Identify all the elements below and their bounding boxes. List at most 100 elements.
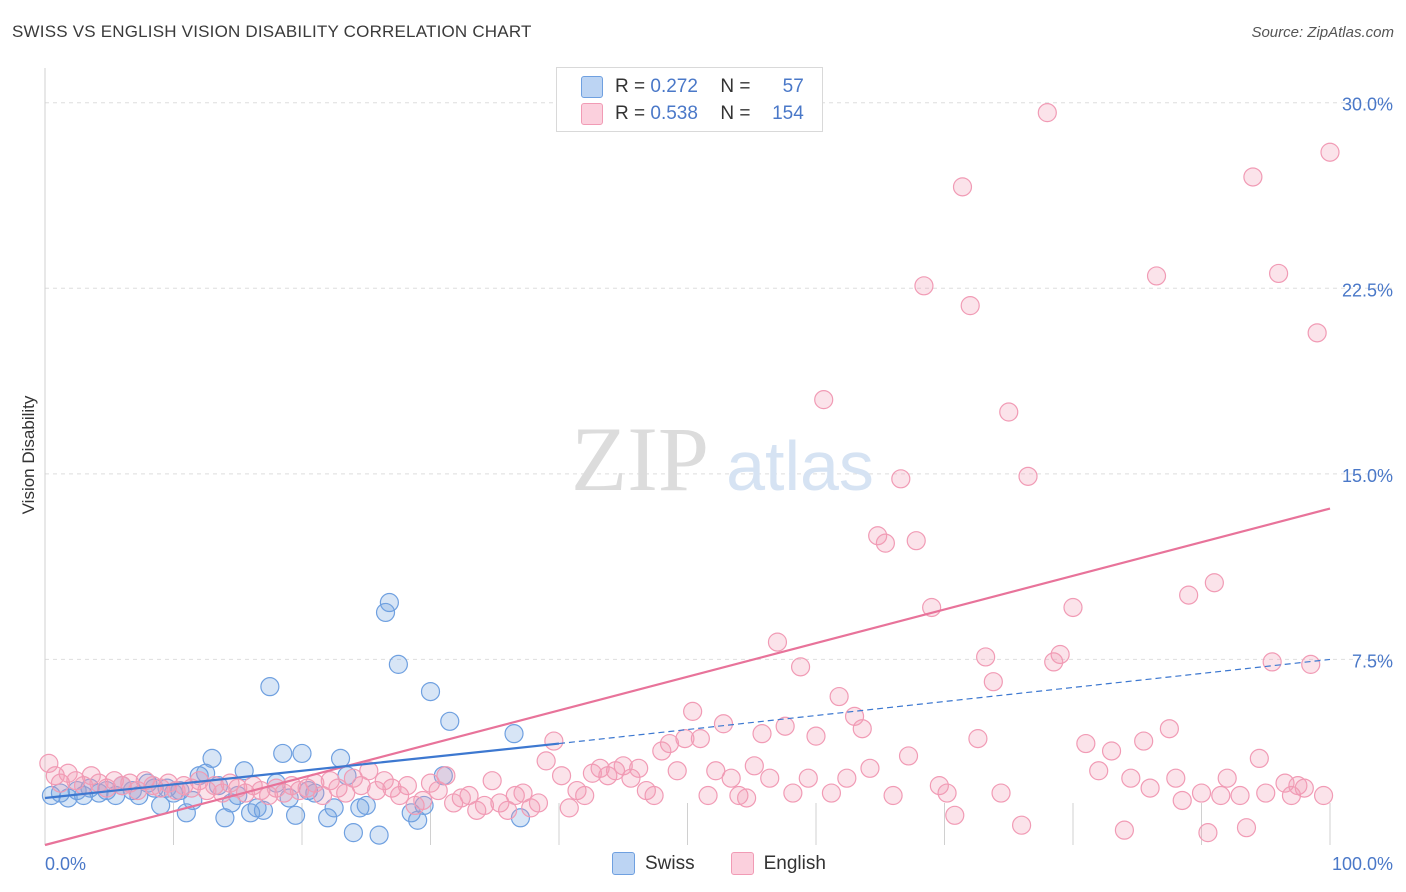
english-point (775, 716, 795, 736)
legend-row-english: R = 0.538 N = 154 (581, 101, 804, 127)
english-point (575, 785, 595, 806)
english-point (127, 780, 148, 801)
english-point (1191, 783, 1212, 803)
english-point (436, 766, 456, 786)
english-point (366, 780, 387, 801)
english-point (1236, 818, 1257, 838)
y-tick-label: 15.0% (1342, 466, 1393, 486)
english-point (1089, 761, 1109, 781)
swiss-point (253, 800, 274, 820)
swiss-point (285, 805, 306, 825)
english-point (551, 766, 572, 786)
swiss-point (234, 761, 254, 781)
english-point (798, 768, 818, 788)
swiss-trend-line (44, 742, 560, 800)
english-point (1044, 652, 1064, 672)
english-point (952, 177, 973, 197)
x-tick-label: 100.0% (1332, 854, 1393, 874)
english-point (513, 783, 533, 803)
english-point (536, 751, 556, 771)
chart-title: SWISS VS ENGLISH VISION DISABILITY CORRE… (12, 22, 532, 41)
english-point (498, 800, 518, 820)
english-point (690, 729, 710, 749)
english-point (860, 758, 880, 778)
english-point (852, 719, 872, 739)
english-point (629, 758, 649, 778)
swiss-point (388, 654, 408, 674)
english-point (929, 776, 949, 796)
english-point (1172, 790, 1192, 811)
english-point (698, 785, 718, 806)
english-points (39, 103, 1340, 843)
english-point (1243, 167, 1263, 187)
english-point (1288, 776, 1308, 796)
english-point (729, 785, 749, 806)
n-label: N = (720, 76, 751, 97)
english-point (883, 785, 903, 806)
english-point (320, 771, 340, 791)
swiss-point (292, 743, 312, 764)
english-point (1217, 768, 1237, 788)
english-point (359, 761, 379, 781)
english-point (644, 785, 664, 806)
english-point (1268, 263, 1289, 284)
english-point (1262, 652, 1282, 672)
english-point (991, 783, 1011, 803)
english-point (976, 647, 996, 667)
english-point (875, 533, 895, 553)
english-point (837, 768, 857, 788)
legend-label-english: English (763, 852, 826, 874)
english-point (1301, 654, 1321, 674)
english-point (1198, 823, 1218, 843)
swiss-point (420, 681, 441, 702)
legend-label-swiss: Swiss (645, 852, 695, 874)
english-point (806, 726, 826, 746)
english-point (451, 788, 471, 808)
english-point (1101, 741, 1122, 761)
english-point (312, 785, 333, 806)
swiss-point (440, 711, 460, 731)
y-tick-label: 30.0% (1342, 95, 1393, 115)
english-point (621, 768, 641, 788)
english-point (39, 753, 59, 773)
n-value: 57 (782, 76, 804, 97)
english-point (490, 793, 510, 813)
watermark-zip: ZIP (571, 408, 709, 510)
english-point (706, 761, 726, 781)
english-point (390, 785, 410, 806)
english-point (397, 776, 417, 796)
english-point (790, 657, 811, 677)
r-value: 0.272 (650, 76, 698, 97)
english-point (374, 771, 394, 791)
swiss-point (318, 808, 338, 828)
english-point (482, 771, 502, 791)
english-point (652, 741, 672, 761)
tick-labels: 7.5% 15.0% 22.5% 30.0% 0.0% 100.0% (45, 95, 1393, 874)
watermark: ZIP atlas (571, 408, 874, 510)
english-point (1146, 266, 1167, 286)
english-point (1313, 785, 1334, 806)
english-point (428, 780, 448, 801)
swiss-point (504, 724, 524, 744)
r-label: R = (615, 76, 646, 97)
english-point (1159, 719, 1179, 739)
y-tick-label: 7.5% (1352, 651, 1393, 671)
r-value: 0.538 (650, 103, 698, 124)
legend-item-english[interactable]: English (730, 852, 826, 875)
english-point (474, 795, 495, 816)
english-point (58, 763, 78, 783)
source-label: Source: ZipAtlas.com (1251, 24, 1394, 41)
legend: R = 0.272 N = 57 R = 0.538 N = 154 (556, 67, 823, 132)
swiss-point (260, 677, 280, 697)
english-point (1211, 785, 1231, 806)
swiss-point (375, 602, 396, 623)
legend-item-swiss[interactable]: Swiss (612, 852, 695, 875)
swiss-point (324, 798, 344, 818)
english-point (336, 783, 356, 803)
english-point (713, 714, 734, 734)
english-point (1166, 768, 1186, 788)
english-point (752, 724, 772, 744)
english-point (1121, 768, 1141, 788)
grid (45, 102, 1392, 660)
english-point (667, 761, 687, 781)
